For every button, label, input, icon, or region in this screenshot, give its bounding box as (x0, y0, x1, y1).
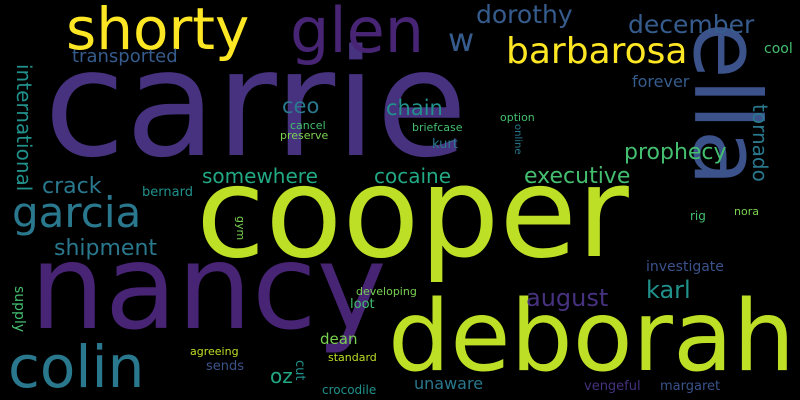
word-crack: crack (42, 174, 102, 199)
word-somewhere: somewhere (202, 164, 318, 188)
word-gym: gym (234, 216, 247, 241)
word-ceo: ceo (282, 94, 320, 118)
word-barbarosa: barbarosa (506, 31, 688, 72)
word-executive: executive (524, 164, 631, 189)
word-transported: transported (72, 46, 178, 67)
word-dorothy: dorothy (476, 0, 573, 29)
word-august: august (526, 284, 609, 312)
word-vengeful: vengeful (584, 379, 641, 394)
word-cancel: cancel (290, 119, 326, 132)
word-online: online (512, 124, 523, 155)
word-colin: colin (8, 333, 145, 400)
word-kurt: kurt (432, 137, 458, 152)
word-option: option (500, 111, 535, 124)
word-deborah: deborah (388, 280, 796, 394)
word-w: w (448, 21, 475, 59)
word-unaware: unaware (414, 374, 484, 393)
word-preserve: preserve (280, 129, 329, 142)
word-december: december (628, 10, 755, 39)
word-supply: supply (11, 286, 27, 333)
word-shorty: shorty (66, 0, 250, 63)
word-chain: chain (386, 96, 443, 120)
word-agreeing: agreeing (190, 345, 239, 358)
word-karl: karl (646, 276, 691, 304)
word-cocaine: cocaine (374, 164, 452, 188)
word-cut: cut (292, 360, 307, 381)
word-nora: nora (734, 205, 759, 218)
word-tornado: tornado (748, 104, 772, 182)
word-rig: rig (690, 209, 706, 223)
word-loot: loot (350, 297, 375, 312)
word-sends: sends (206, 359, 245, 374)
word-forever: forever (632, 72, 690, 91)
word-glen: glen (290, 0, 425, 67)
word-oz: oz (270, 364, 293, 388)
word-developing: developing (356, 285, 417, 298)
word-crocodile: crocodile (322, 383, 377, 397)
word-dean: dean (320, 330, 358, 348)
word-garcia: garcia (12, 188, 142, 237)
word-briefcase: briefcase (412, 121, 463, 134)
word-carrie: carrie (44, 18, 468, 190)
word-margaret: margaret (660, 379, 721, 394)
word-nancy: nancy (30, 218, 387, 356)
word-bernard: bernard (142, 185, 193, 200)
word-cool: cool (764, 41, 793, 57)
word-standard: standard (328, 351, 377, 364)
word-international: international (12, 64, 36, 192)
word-shipment: shipment (54, 236, 158, 261)
word-cooper: cooper (196, 139, 629, 286)
word-prophecy: prophecy (624, 140, 727, 165)
word-investigate: investigate (646, 259, 724, 275)
